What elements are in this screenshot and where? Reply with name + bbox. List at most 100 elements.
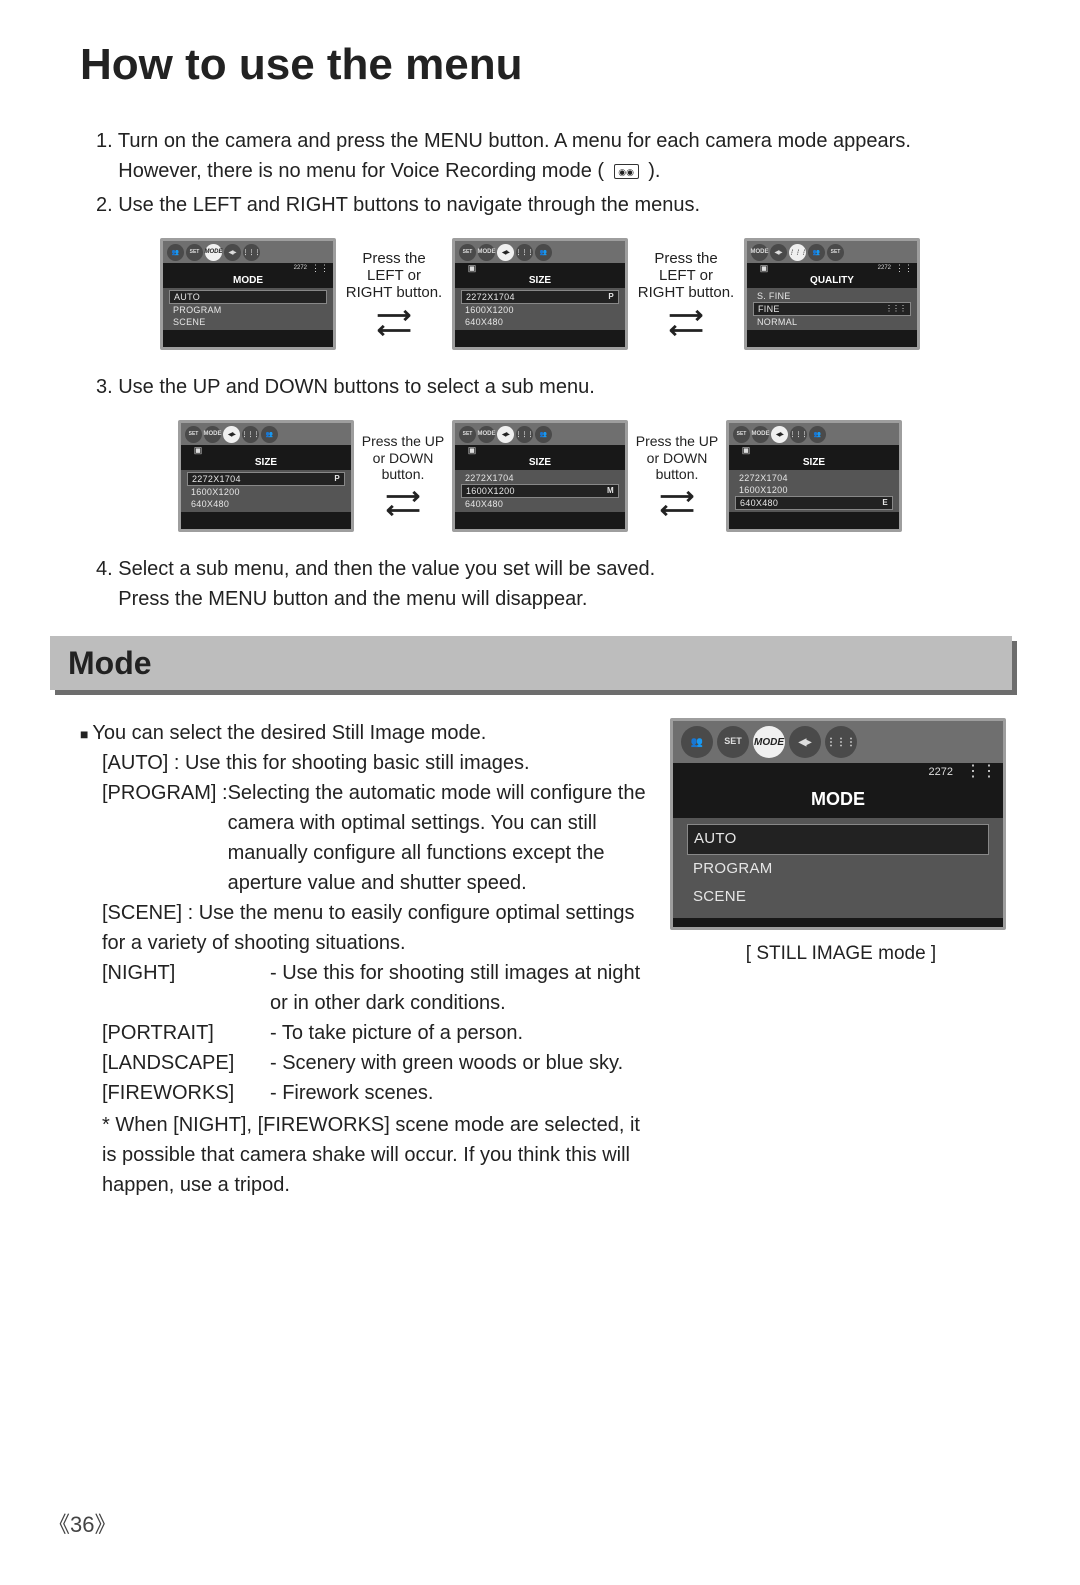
menu-item: AUTO	[169, 290, 327, 304]
tab-face: 👥	[535, 426, 552, 443]
step-4-line1: 4. Select a sub menu, and then the value…	[96, 558, 655, 580]
menu-item: 2272X1704P	[461, 290, 619, 304]
page-title: How to use the menu	[68, 40, 1012, 90]
mode-def-key: [LANDSCAPE]	[102, 1048, 270, 1078]
tab-nav: ◀▸	[789, 726, 821, 758]
mode-program-val: Selecting the automatic mode will config…	[228, 778, 648, 898]
menu-subtext: 2272	[878, 265, 891, 271]
menu-item: 640X480	[461, 316, 619, 328]
menu-subtext: 2272	[294, 265, 307, 271]
mode-auto: [AUTO] : Use this for shooting basic sti…	[80, 748, 648, 778]
section-heading: Mode	[68, 645, 152, 682]
menu-item: 2272X1704	[461, 472, 619, 484]
camera-icon: ▣	[465, 263, 479, 273]
step-1-line2b: ).	[648, 160, 660, 182]
tab-grid: ⋮⋮⋮	[825, 726, 857, 758]
menu-item: 640X480	[461, 498, 619, 510]
menu-title: MODE	[673, 781, 1003, 818]
arrow-lr-icon: ⟶⟶	[634, 309, 738, 338]
tab-SET: SET	[459, 244, 476, 261]
step-2: 2. Use the LEFT and RIGHT buttons to nav…	[96, 190, 1012, 220]
menu-body: S. FINEFINE⋮⋮⋮NORMAL	[747, 288, 917, 330]
mode-def-val: - Use this for shooting still images at …	[270, 958, 648, 1018]
tab-grid: ⋮⋮⋮	[243, 244, 260, 261]
tab-nav: ◀▸	[224, 244, 241, 261]
tab-MODE: MODE	[478, 244, 495, 261]
mode-def-val: - To take picture of a person.	[270, 1018, 648, 1048]
menu-item: AUTO	[687, 824, 989, 855]
tab-nav: ◀▸	[497, 426, 514, 443]
menu-body: AUTOPROGRAMSCENE	[673, 818, 1003, 918]
mode-def-row: [PORTRAIT]- To take picture of a person.	[102, 1018, 648, 1048]
caption-up-down-2: Press the UP or DOWN button. ⟶⟶	[634, 433, 720, 518]
tab-SET: SET	[459, 426, 476, 443]
screen-mode: 👥SETMODE◀▸⋮⋮⋮2272⋮⋮MODEAUTOPROGRAMSCENE	[160, 238, 336, 350]
menu-tabs: SETMODE◀▸⋮⋮⋮👥	[455, 241, 625, 263]
mode-note: * When [NIGHT], [FIREWORKS] scene mode a…	[80, 1110, 648, 1200]
menu-item: NORMAL	[753, 316, 911, 328]
tab-face: 👥	[809, 426, 826, 443]
menu-item: PROGRAM	[687, 855, 989, 884]
tab-nav: ◀▸	[223, 426, 240, 443]
step3-screens-row: SETMODE◀▸⋮⋮⋮👥▣SIZE2272X1704P1600X1200640…	[68, 420, 1012, 532]
mode-caption: [ STILL IMAGE mode ]	[670, 940, 1012, 969]
menu-title: SIZE	[729, 455, 899, 470]
menu-item: 640X480	[187, 498, 345, 510]
tab-grid: ⋮⋮⋮	[516, 244, 533, 261]
screen-size: SETMODE◀▸⋮⋮⋮👥▣SIZE2272X1704P1600X1200640…	[452, 238, 628, 350]
menu-body: AUTOPROGRAMSCENE	[163, 288, 333, 330]
caption-left-right-2: Press the LEFT or RIGHT button. ⟶⟶	[634, 250, 738, 339]
tab-SET: SET	[186, 244, 203, 261]
camera-icon: ▣	[465, 445, 479, 455]
menu-item: 1600X1200	[461, 304, 619, 316]
tab-MODE: MODE	[752, 426, 769, 443]
menu-body: 2272X1704P1600X1200640X480	[181, 470, 351, 512]
arrow-ud-icon: ⟶⟶	[634, 490, 720, 519]
tab-MODE: MODE	[205, 244, 222, 261]
press-lr-text: Press the LEFT or RIGHT button.	[638, 250, 734, 302]
tab-MODE: MODE	[753, 726, 785, 758]
tab-nav: ◀▸	[497, 244, 514, 261]
menu-title: MODE	[163, 273, 333, 288]
tab-face: 👥	[167, 244, 184, 261]
caption-up-down-1: Press the UP or DOWN button. ⟶⟶	[360, 433, 446, 518]
section-heading-bar: Mode	[50, 636, 1012, 690]
tab-SET: SET	[733, 426, 750, 443]
mode-def-val: - Firework scenes.	[270, 1078, 648, 1108]
arrow-ud-icon: ⟶⟶	[360, 490, 446, 519]
screen-size-c: SETMODE◀▸⋮⋮⋮👥▣SIZE2272X17041600X1200640X…	[726, 420, 902, 532]
tab-face: 👥	[808, 244, 825, 261]
menu-tabs: SETMODE◀▸⋮⋮⋮👥	[455, 423, 625, 445]
tab-SET: SET	[185, 426, 202, 443]
tab-grid: ⋮⋮⋮	[242, 426, 259, 443]
grid-small-icon: ⋮⋮	[969, 763, 993, 781]
mode-def-key: [PORTRAIT]	[102, 1018, 270, 1048]
step-1-line2a: However, there is no menu for Voice Reco…	[118, 160, 604, 182]
press-ud-text: Press the UP or DOWN button.	[362, 433, 444, 481]
menu-tabs: 👥SETMODE◀▸⋮⋮⋮	[163, 241, 333, 263]
tab-face: 👥	[681, 726, 713, 758]
tab-grid: ⋮⋮⋮	[790, 426, 807, 443]
menu-tabs: SETMODE◀▸⋮⋮⋮👥	[729, 423, 899, 445]
tab-face: 👥	[535, 244, 552, 261]
step-3: 3. Use the UP and DOWN buttons to select…	[96, 372, 1012, 402]
tab-SET: SET	[717, 726, 749, 758]
menu-title: SIZE	[181, 455, 351, 470]
grid-small-icon: ⋮⋮	[897, 263, 911, 273]
step-4: 4. Select a sub menu, and then the value…	[96, 554, 1012, 614]
camera-icon: ▣	[757, 263, 771, 273]
tab-MODE: MODE	[751, 244, 768, 261]
menu-item: PROGRAM	[169, 304, 327, 316]
tab-nav: ◀▸	[771, 426, 788, 443]
mode-def-row: [LANDSCAPE]- Scenery with green woods or…	[102, 1048, 648, 1078]
tab-face: 👥	[261, 426, 278, 443]
menu-body: 2272X17041600X1200M640X480	[455, 470, 625, 512]
camera-icon: ▣	[191, 445, 205, 455]
menu-title: QUALITY	[747, 273, 917, 288]
tab-nav: ◀▸	[770, 244, 787, 261]
menu-item: 640X480E	[735, 496, 893, 510]
menu-tabs: SETMODE◀▸⋮⋮⋮👥	[181, 423, 351, 445]
menu-item: 1600X1200	[735, 484, 893, 496]
menu-tabs: MODE◀▸⋮⋮⋮👥SET	[747, 241, 917, 263]
menu-item: FINE⋮⋮⋮	[753, 302, 911, 316]
